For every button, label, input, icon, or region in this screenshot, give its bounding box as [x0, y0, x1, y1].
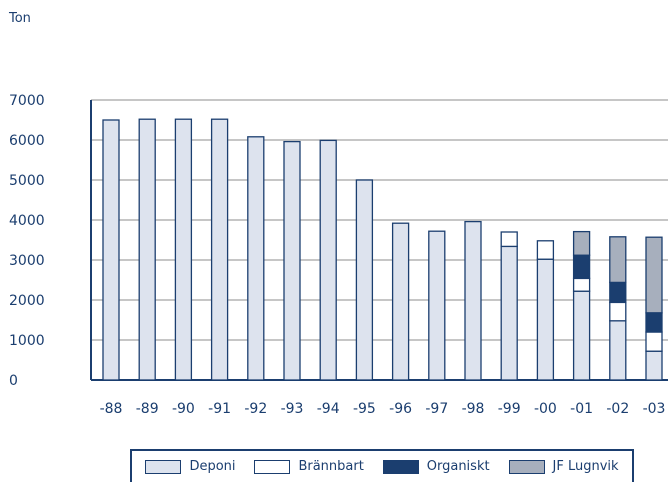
- legend-item-deponi: Deponi: [145, 459, 236, 474]
- y-tick-label-2000: 2000: [9, 293, 45, 309]
- bar-deponi-96: [391, 222, 410, 381]
- x-tick-label-96: -96: [389, 401, 412, 417]
- bar-deponi-02: [609, 320, 627, 381]
- bar-br-nnbart-99: [500, 231, 518, 248]
- legend-item-brannbart: Brännbart: [254, 459, 364, 474]
- bar-br-nnbart-03: [645, 331, 663, 352]
- legend-label-jf-lugnvik: JF Lugnvik: [552, 459, 619, 474]
- legend-swatch-organiskt: [382, 459, 419, 474]
- stacked-bar-chart: 0 1000 2000 3000 4000 5000 6000 7000 -88 -89 -90 -9…: [9, 93, 668, 417]
- x-tick-label-89: -89: [136, 401, 159, 417]
- bar-deponi-99: [500, 245, 518, 381]
- y-tick-label-1000: 1000: [9, 333, 45, 349]
- x-tick-label-93: -93: [281, 401, 304, 417]
- bar-deponi-89: [138, 118, 156, 381]
- bar-jf-lugnvik-01: [572, 230, 591, 256]
- x-tick-label-00: -00: [534, 401, 557, 417]
- y-tick-label-0: 0: [9, 373, 18, 389]
- bar-deponi-92: [247, 136, 265, 381]
- bar-organiskt-02: [609, 281, 627, 304]
- bar-deponi-94: [319, 139, 337, 381]
- bar-deponi-03: [645, 350, 663, 381]
- y-tick-label-4000: 4000: [9, 213, 45, 229]
- x-tick-label-91: -91: [208, 401, 231, 417]
- bar-deponi-00: [536, 258, 555, 381]
- bar-deponi-93: [283, 140, 301, 381]
- x-tick-label-94: -94: [317, 401, 340, 417]
- chart-legend: Deponi Brännbart Organiskt JF Lugnvik: [130, 449, 634, 482]
- legend-swatch-brannbart: [254, 459, 291, 474]
- bar-br-nnbart-00: [536, 240, 555, 260]
- x-tick-label-98: -98: [462, 401, 485, 417]
- x-tick-label-01: -01: [570, 401, 593, 417]
- x-tick-label-99: -99: [498, 401, 521, 417]
- x-tick-label-95: -95: [353, 401, 376, 417]
- legend-item-organiskt: Organiskt: [382, 459, 490, 474]
- bar-jf-lugnvik-03: [645, 236, 663, 314]
- legend-swatch-deponi: [145, 459, 182, 474]
- legend-swatch-jf-lugnvik: [508, 459, 545, 474]
- x-tick-label-03: -03: [643, 401, 666, 417]
- bar-br-nnbart-02: [609, 301, 627, 322]
- bar-deponi-01: [572, 290, 591, 381]
- y-axis-unit-label: Ton: [9, 11, 31, 26]
- bar-jf-lugnvik-02: [609, 236, 627, 284]
- bar-deponi-98: [464, 220, 482, 381]
- x-tick-label-88: -88: [100, 401, 123, 417]
- y-tick-label-5000: 5000: [9, 173, 45, 189]
- x-tick-label-92: -92: [244, 401, 267, 417]
- legend-label-deponi: Deponi: [189, 459, 236, 474]
- legend-label-brannbart: Brännbart: [298, 459, 364, 474]
- bar-br-nnbart-01: [572, 277, 591, 292]
- legend-item-jf-lugnvik: JF Lugnvik: [508, 459, 619, 474]
- bar-deponi-90: [174, 118, 193, 381]
- bar-deponi-88: [102, 119, 120, 381]
- x-tick-label-02: -02: [606, 401, 629, 417]
- y-tick-label-3000: 3000: [9, 253, 45, 269]
- bar-deponi-91: [210, 118, 229, 381]
- legend-label-organiskt: Organiskt: [426, 459, 490, 474]
- x-tick-label-97: -97: [425, 401, 448, 417]
- bar-deponi-97: [428, 230, 446, 381]
- bar-organiskt-03: [645, 312, 663, 333]
- y-tick-label-7000: 7000: [9, 93, 45, 109]
- y-tick-label-6000: 6000: [9, 133, 45, 149]
- bar-deponi-95: [355, 179, 374, 381]
- bar-organiskt-01: [572, 254, 591, 280]
- x-tick-label-90: -90: [172, 401, 195, 417]
